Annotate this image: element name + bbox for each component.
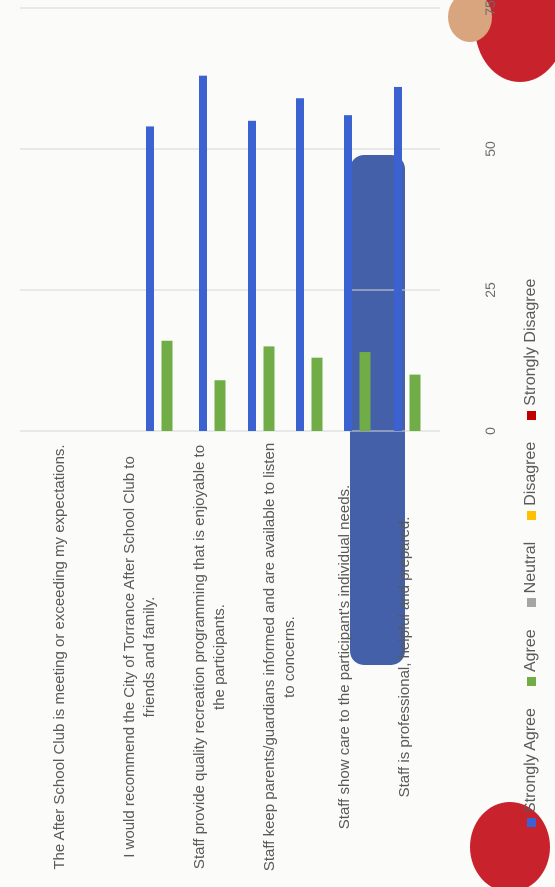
photo-decoration [475, 0, 555, 82]
legend-swatch [526, 818, 536, 827]
category-label: I would recommend the City of Torrance A… [121, 456, 158, 858]
legend-swatch [526, 598, 536, 608]
x-tick-label: 25 [482, 282, 498, 298]
category-label: The After School Club is meeting or exce… [51, 444, 68, 870]
legend-item: Strongly Agree [522, 708, 540, 827]
photo-decoration [448, 0, 492, 42]
backdrop-panel [350, 155, 405, 665]
bar [146, 126, 154, 431]
x-tick-label: 0 [482, 427, 498, 435]
x-tick-label: 50 [482, 141, 498, 157]
category-label: Staff keep parents/guardians informed an… [261, 442, 298, 872]
bar [409, 374, 421, 431]
legend-label: Disagree [522, 441, 539, 506]
bar [296, 98, 304, 431]
legend-label: Neutral [522, 541, 539, 594]
legend-item: Neutral [522, 542, 540, 608]
bar [263, 346, 275, 431]
legend: Strongly Agree Agree Neutral Disagree Strong… [522, 279, 540, 827]
bar [214, 380, 226, 431]
legend-swatch [526, 510, 536, 520]
legend-swatch [526, 677, 536, 687]
bar [359, 352, 371, 431]
legend-item: Strongly Disagree [522, 279, 540, 420]
bar [161, 340, 173, 431]
legend-swatch [526, 410, 536, 420]
category-label: Staff show care to the participant's ind… [336, 484, 353, 830]
bar [344, 115, 352, 431]
legend-label: Strongly Agree [522, 708, 539, 813]
category-label: Staff is professional, helpful and prepa… [396, 516, 413, 798]
legend-item: Agree [522, 629, 540, 687]
legend-item: Disagree [522, 442, 540, 520]
bar [394, 86, 402, 431]
bar [248, 120, 256, 431]
category-label: Staff provide quality recreation program… [191, 444, 228, 870]
legend-label: Agree [522, 629, 539, 673]
bar [199, 75, 207, 431]
bar [311, 357, 323, 431]
x-tick-label: 75 [482, 0, 498, 16]
legend-label: Strongly Disagree [522, 278, 539, 406]
